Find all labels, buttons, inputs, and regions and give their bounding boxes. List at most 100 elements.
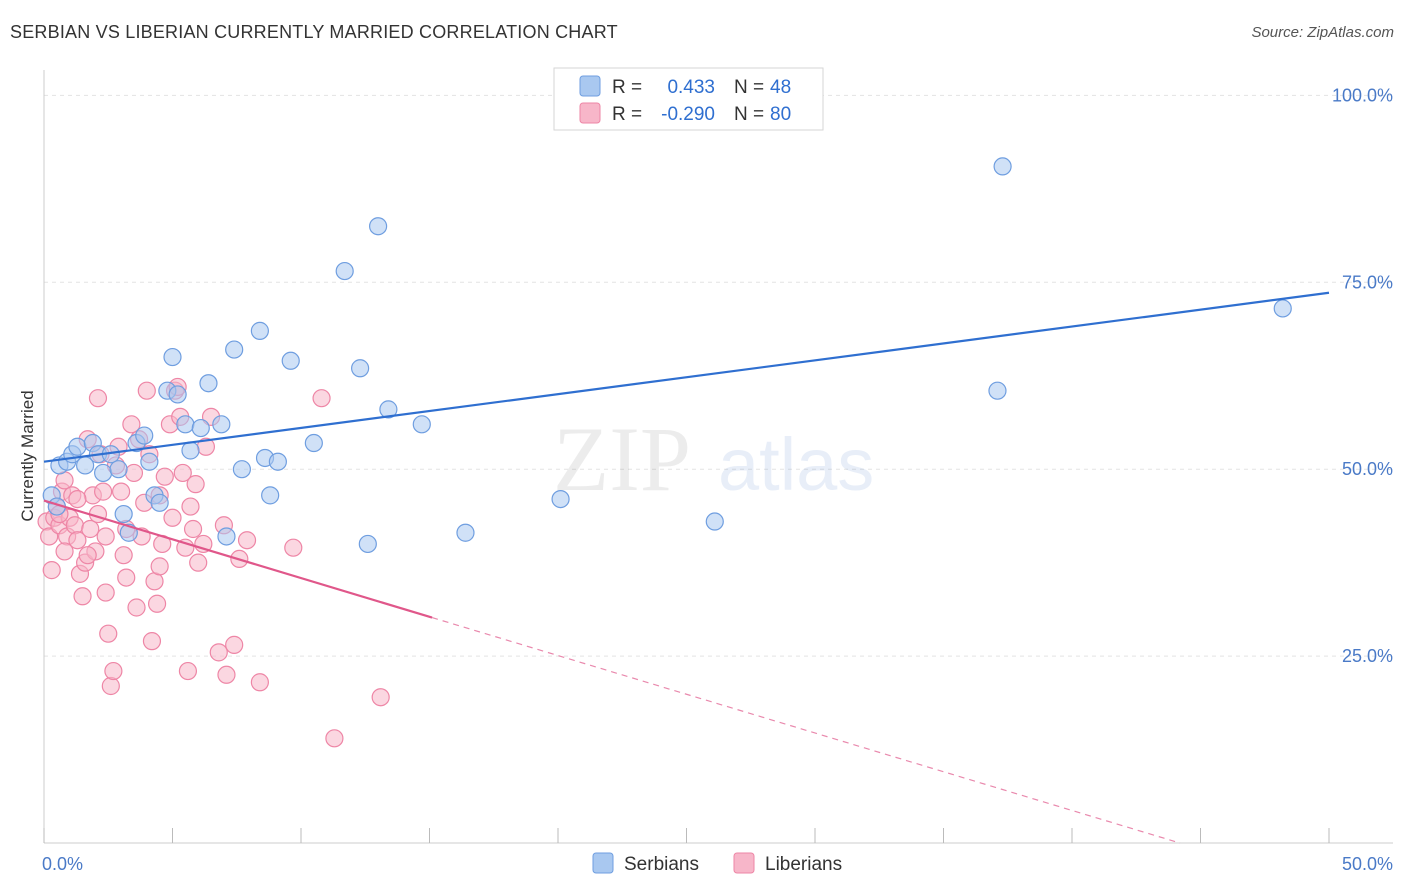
point-liberians-64 <box>250 673 269 692</box>
point-liberians-30 <box>114 546 133 565</box>
point-serbians-18 <box>150 493 169 512</box>
legend-label-liberians: Liberians <box>765 854 842 875</box>
point-liberians-65 <box>284 538 303 557</box>
point-liberians-11 <box>65 516 84 535</box>
point-liberians-12 <box>68 531 87 550</box>
point-liberians-67 <box>325 729 344 748</box>
watermark: ZIP atlas <box>553 408 874 510</box>
point-serbians-42 <box>456 523 475 542</box>
point-liberians-74 <box>150 557 169 576</box>
point-serbians-38 <box>358 534 377 554</box>
point-liberians-25 <box>101 676 120 696</box>
point-serbians-47 <box>1273 299 1292 318</box>
point-liberians-32 <box>122 415 141 434</box>
point-serbians-30 <box>250 321 269 340</box>
point-liberians-42 <box>147 594 167 613</box>
point-liberians-34 <box>127 598 146 617</box>
chart-title: SERBIAN VS LIBERIAN CURRENTLY MARRIED CO… <box>10 22 618 42</box>
stats-n-value-liberians: 80 <box>770 104 791 125</box>
point-liberians-38 <box>137 381 156 400</box>
point-serbians-35 <box>304 433 323 453</box>
point-liberians-69 <box>68 489 87 509</box>
y-tick-label-0: 25.0% <box>1342 646 1393 666</box>
point-serbians-22 <box>176 415 195 434</box>
trend-lines <box>43 291 1330 844</box>
point-serbians-33 <box>268 452 287 471</box>
data-points <box>37 157 1292 748</box>
point-liberians-24 <box>99 624 118 643</box>
point-serbians-28 <box>225 340 244 359</box>
point-serbians-11 <box>109 460 128 479</box>
point-liberians-33 <box>124 463 144 483</box>
legend-swatch-liberians <box>733 852 755 874</box>
stats-r-label-liberians: R = <box>612 104 642 125</box>
point-liberians-61 <box>225 635 244 654</box>
point-serbians-25 <box>199 374 218 393</box>
stats-legend-swatch-liberians <box>579 102 601 124</box>
y-tick-label-2: 75.0% <box>1342 272 1393 292</box>
point-liberians-23 <box>96 583 115 602</box>
point-liberians-75 <box>117 568 136 587</box>
stats-n-label-serbians: N = <box>734 77 764 98</box>
point-liberians-53 <box>178 661 198 681</box>
y-tick-label-1: 50.0% <box>1342 459 1393 479</box>
trend-line-serbians <box>43 291 1330 463</box>
point-liberians-55 <box>183 519 203 539</box>
stats-r-label-serbians: R = <box>612 77 642 98</box>
point-liberians-51 <box>173 463 192 483</box>
point-serbians-21 <box>168 385 187 404</box>
point-liberians-45 <box>155 467 174 486</box>
stats-n-value-serbians: 48 <box>770 77 791 98</box>
stats-legend: R = 0.433 N = 48 R = -0.290 N = 80 <box>553 67 824 131</box>
point-liberians-2 <box>42 561 61 580</box>
point-liberians-1 <box>40 527 59 546</box>
point-serbians-44 <box>705 512 724 531</box>
x-tick-label-min: 0.0% <box>42 854 83 874</box>
point-liberians-71 <box>55 542 74 561</box>
point-liberians-60 <box>217 665 236 684</box>
point-serbians-40 <box>379 400 398 419</box>
point-liberians-68 <box>371 688 390 707</box>
point-serbians-5 <box>68 437 87 456</box>
source-credit: Source: ZipAtlas.com <box>1251 24 1394 41</box>
point-serbians-23 <box>181 441 200 460</box>
axes <box>43 70 1393 844</box>
point-serbians-32 <box>261 486 280 505</box>
point-liberians-66 <box>312 389 331 408</box>
point-liberians-14 <box>73 587 92 606</box>
point-serbians-9 <box>94 463 113 483</box>
point-liberians-77 <box>186 475 205 494</box>
point-liberians-54 <box>181 497 200 516</box>
stats-n-label-liberians: N = <box>734 104 764 125</box>
point-liberians-40 <box>142 632 162 651</box>
point-liberians-29 <box>111 482 131 501</box>
trend-line-liberians <box>43 499 433 619</box>
point-serbians-27 <box>217 527 236 546</box>
trend-line-liberians-extension <box>431 616 1181 844</box>
point-liberians-17 <box>81 519 100 539</box>
point-serbians-36 <box>335 261 354 281</box>
point-serbians-24 <box>191 418 210 438</box>
point-serbians-29 <box>232 460 251 479</box>
point-serbians-15 <box>135 426 154 445</box>
point-serbians-41 <box>412 415 431 434</box>
y-axis-label: Currently Married <box>18 390 37 521</box>
point-serbians-46 <box>993 157 1012 176</box>
point-serbians-39 <box>369 217 388 236</box>
point-liberians-22 <box>94 482 113 501</box>
legend-label-serbians: Serbians <box>624 854 699 875</box>
point-liberians-73 <box>96 527 115 546</box>
point-serbians-43 <box>551 489 570 509</box>
point-serbians-20 <box>163 347 182 367</box>
point-liberians-47 <box>163 508 182 527</box>
point-liberians-26 <box>104 661 123 681</box>
point-serbians-16 <box>140 452 159 471</box>
point-serbians-37 <box>351 359 370 378</box>
legend-swatch-serbians <box>592 852 614 874</box>
stats-r-value-serbians: 0.433 <box>667 77 715 98</box>
stats-legend-swatch-serbians <box>579 75 601 97</box>
point-serbians-12 <box>114 504 133 524</box>
point-serbians-45 <box>988 381 1007 400</box>
series-legend: Serbians Liberians <box>592 852 842 875</box>
point-serbians-26 <box>212 415 231 434</box>
